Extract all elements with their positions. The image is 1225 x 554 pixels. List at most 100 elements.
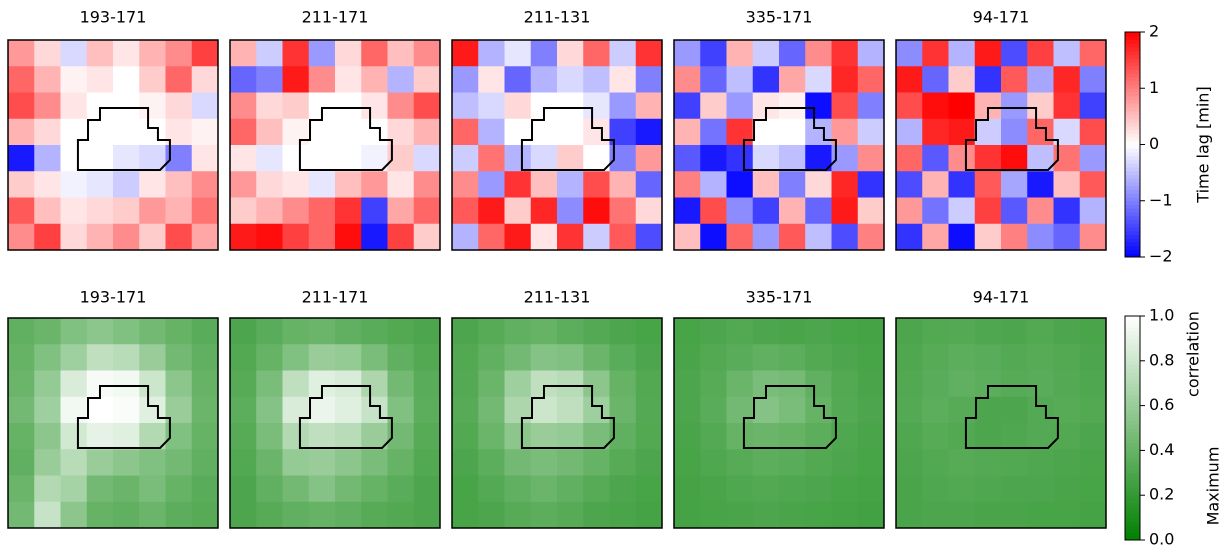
colorbar-segment	[1125, 167, 1140, 172]
colorbar-segment	[1125, 245, 1140, 250]
heatmap-cell	[191, 118, 219, 146]
colorbar-segment	[1125, 536, 1140, 541]
heatmap-cell	[779, 66, 806, 93]
heatmap-cell	[60, 92, 88, 120]
heatmap-cell	[113, 423, 140, 450]
heatmap-cell	[60, 40, 88, 67]
heatmap-cell	[896, 145, 923, 172]
heatmap-cell	[504, 197, 532, 225]
heatmap-cell	[1079, 318, 1107, 345]
heatmap-cell	[452, 370, 479, 398]
heatmap-cell	[478, 223, 505, 251]
heatmap-cell	[726, 423, 754, 450]
heatmap-cell	[896, 501, 923, 529]
heatmap-cell	[726, 171, 754, 198]
colorbar-label: Maximum	[1204, 447, 1223, 526]
heatmap-cell	[387, 501, 415, 529]
heatmap-cell	[361, 344, 388, 371]
heatmap-cell	[1079, 118, 1107, 146]
region-outline	[520, 385, 615, 449]
heatmap-cell	[583, 40, 610, 67]
colorbar-segment	[1125, 394, 1140, 399]
colorbar-segment	[1125, 510, 1140, 515]
colorbar-label: correlation	[1184, 311, 1203, 397]
heatmap-cell	[726, 370, 754, 398]
heatmap-cell	[974, 223, 1002, 251]
heatmap-cell	[34, 370, 61, 398]
colorbar-tick-label: −1	[1149, 190, 1173, 209]
heatmap-cell	[113, 370, 140, 398]
heatmap-cell	[387, 223, 415, 251]
panel-title: 335-171	[746, 288, 813, 307]
heatmap-cell	[191, 145, 219, 172]
heatmap-cell	[896, 449, 923, 476]
heatmap-cell	[700, 197, 727, 225]
heatmap-cell	[413, 118, 441, 146]
heatmap-cell	[230, 92, 257, 120]
heatmap-cell	[805, 92, 832, 120]
heatmap-cell	[674, 40, 701, 67]
colorbar-segment	[1125, 401, 1140, 407]
heatmap-cell	[34, 66, 61, 93]
heatmap-cell	[113, 396, 140, 424]
heatmap-cell	[504, 423, 532, 450]
heatmap-cell	[478, 423, 505, 450]
heatmap-cell	[609, 449, 637, 476]
heatmap-cell	[113, 92, 140, 120]
heatmap-cell	[557, 449, 584, 476]
colorbar-segment	[1125, 163, 1140, 168]
heatmap-cell	[530, 223, 558, 251]
colorbar-segment	[1125, 323, 1140, 328]
heatmap-cell	[1027, 40, 1054, 67]
heatmap-cell	[922, 118, 949, 146]
heatmap-cell	[1079, 501, 1107, 529]
heatmap-cell	[896, 344, 923, 371]
heatmap-cell	[805, 344, 832, 371]
heatmap-cell	[583, 92, 610, 120]
heatmap-cell	[165, 197, 193, 225]
colorbar-label: Time lag [min]	[1194, 86, 1213, 203]
heatmap-cell	[34, 197, 61, 225]
heatmap-cell	[335, 501, 362, 529]
heatmap-cell	[726, 66, 754, 93]
heatmap-cell	[635, 118, 663, 146]
heatmap-cell	[139, 370, 166, 398]
heatmap-cell	[478, 92, 505, 120]
heatmap-cell	[805, 318, 832, 345]
heatmap-cell	[752, 501, 780, 529]
heatmap-cell	[609, 344, 637, 371]
heatmap-cell	[256, 449, 283, 476]
heatmap-cell	[752, 66, 780, 93]
heatmap-cell	[504, 118, 532, 146]
heatmap-cell	[922, 318, 949, 345]
colorbar-frame	[1124, 315, 1141, 541]
heatmap-cell	[974, 501, 1002, 529]
panel-title: 94-171	[973, 8, 1030, 27]
colorbar-segment	[1125, 204, 1140, 209]
heatmap-cell	[948, 423, 976, 450]
heatmap-cell	[1001, 501, 1028, 529]
heatmap-cell	[1027, 66, 1054, 93]
heatmap-cell	[779, 423, 806, 450]
heatmap-cell	[504, 40, 532, 67]
heatmap-cell	[635, 344, 663, 371]
panel-title: 211-131	[524, 8, 591, 27]
heatmap-cell	[896, 423, 923, 450]
heatmap-cell	[635, 396, 663, 424]
heatmap-cell	[635, 475, 663, 503]
heatmap-cell	[387, 475, 415, 503]
heatmap-cell	[230, 449, 257, 476]
heatmap-cell	[857, 223, 885, 251]
colorbar-tick-label: −2	[1149, 247, 1173, 266]
heatmap-cell	[635, 66, 663, 93]
heatmap-cell	[857, 501, 885, 529]
heatmap-cell	[948, 118, 976, 146]
heatmap-cell	[922, 475, 949, 503]
heatmap-cell	[557, 501, 584, 529]
heatmap-cell	[34, 223, 61, 251]
heatmap-cell	[413, 501, 441, 529]
heatmap-cell	[609, 171, 637, 198]
heatmap-cell	[609, 197, 637, 225]
heatmap-cell	[478, 40, 505, 67]
heatmap-cell	[896, 223, 923, 251]
